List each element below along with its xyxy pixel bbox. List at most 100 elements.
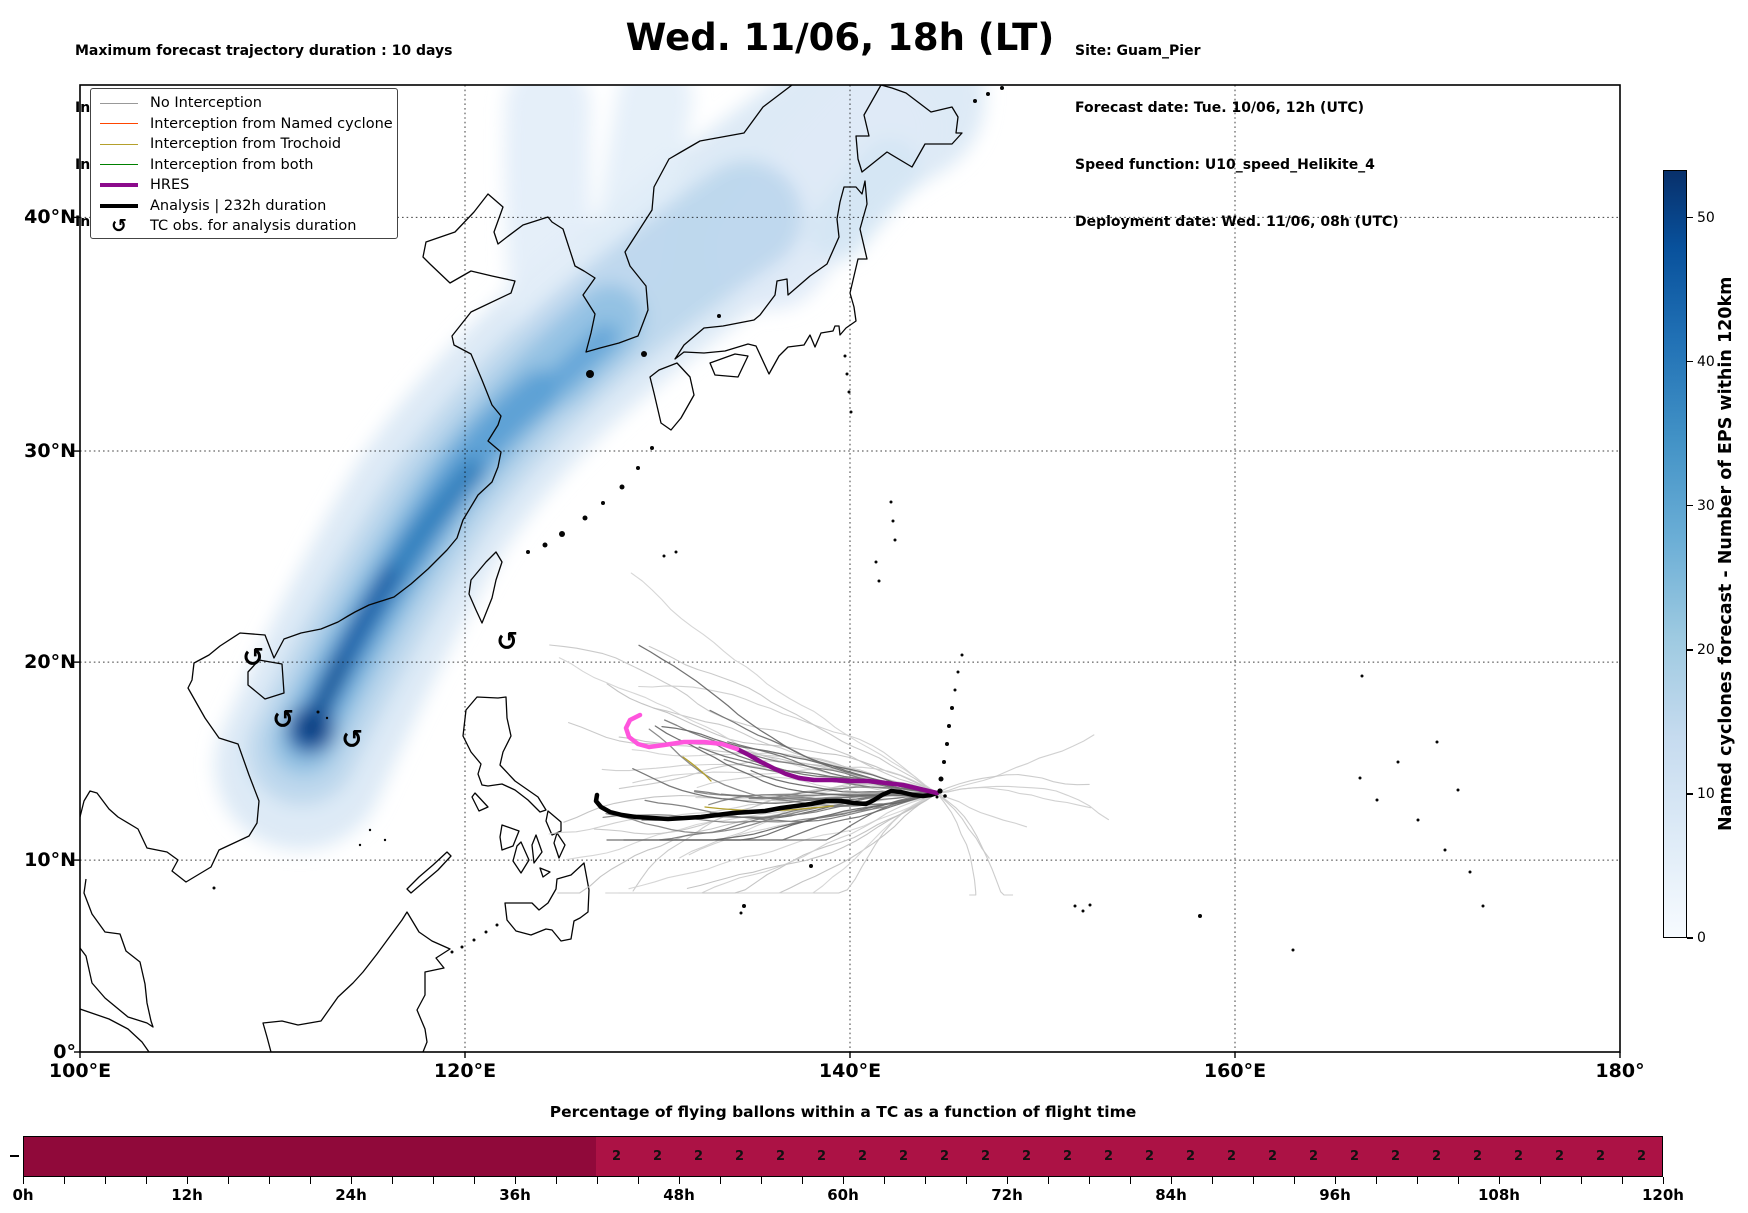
ensemble-trajectory: [936, 792, 1014, 896]
timeline-tick: [269, 1177, 270, 1184]
trajectories: [548, 572, 1110, 896]
timeline-cell-value: 2: [1390, 1149, 1401, 1164]
colorbar-tick-label: 10: [1697, 785, 1715, 802]
island-dot: [460, 945, 464, 949]
coastline: [512, 841, 530, 874]
island-dot: [1073, 904, 1077, 908]
ensemble-trajectory: [659, 792, 938, 841]
island-dot: [717, 314, 721, 318]
coastline: [545, 810, 562, 836]
timeline-cell-value: 2: [1267, 1149, 1278, 1164]
timeline-tick: [1130, 1177, 1131, 1184]
coastline: [674, 180, 868, 375]
timeline-tick-label: 24h: [335, 1186, 367, 1204]
timeline-tick-label: 0h: [12, 1186, 34, 1204]
coastline: [462, 696, 547, 813]
timeline-tick: [1089, 1177, 1090, 1184]
timeline-tick: [146, 1177, 147, 1184]
header-right-line-3: Speed function: U10_speed_Helikite_4: [1075, 157, 1375, 173]
coastline: [553, 832, 566, 859]
legend-line-swatch: [100, 164, 138, 166]
island-dot: [1291, 948, 1295, 952]
ensemble-trajectory: [549, 644, 938, 794]
ensemble-trajectory: [936, 734, 1095, 794]
hres-track-early: [623, 712, 740, 752]
coastline: [80, 1008, 150, 1052]
timeline-tick-label: 48h: [663, 1186, 695, 1204]
kde-blob: [504, 85, 595, 343]
coastline: [80, 85, 793, 883]
timeline-tick: [310, 1177, 311, 1184]
timeline-tick: [925, 1177, 926, 1184]
island-dot: [891, 519, 895, 523]
timeline-tick: [1376, 1177, 1377, 1184]
timeline-tick: [1212, 1177, 1213, 1184]
timeline-cell-value: 2: [1308, 1149, 1319, 1164]
island-dot: [942, 760, 946, 764]
colorbar-tick-label: 20: [1697, 641, 1715, 658]
cyclone-obs-icon: ↺: [242, 643, 264, 673]
island-dot: [1456, 788, 1460, 792]
timeline-cell-value: 2: [939, 1149, 950, 1164]
legend-item: No Interception: [91, 93, 397, 114]
header-right-line-4: Deployment date: Wed. 11/06, 08h (UTC): [1075, 214, 1399, 230]
island-dot: [472, 938, 476, 942]
ensemble-trajectory: [936, 792, 1028, 828]
island-dot: [893, 538, 897, 542]
island-dot: [973, 99, 977, 103]
coastline: [504, 862, 590, 942]
cyclone-obs-icon: ↺: [496, 627, 518, 657]
timeline-tick: [433, 1177, 434, 1184]
timeline-tick: [228, 1177, 229, 1184]
hres-track-late: [734, 746, 940, 796]
timeline-cell-value: 2: [1349, 1149, 1360, 1164]
timeline-tick: [1417, 1177, 1418, 1184]
legend-item: Interception from Named cyclone: [91, 114, 397, 135]
timeline-cell-value: 2: [1103, 1149, 1114, 1164]
timeline-tick: [556, 1177, 557, 1184]
colorbar-tick: [1687, 649, 1693, 651]
ensemble-trajectory: [936, 792, 977, 896]
timeline-tick: [638, 1177, 639, 1184]
island-dot: [809, 864, 813, 868]
timeline-tick-label: 96h: [1319, 1186, 1351, 1204]
island-dot: [960, 653, 964, 657]
island-dot: [1481, 904, 1485, 908]
cyclone-obs-icon: ↺: [341, 725, 363, 755]
timeline-saturated-segment: [24, 1137, 596, 1176]
legend-item-label: Interception from both: [150, 156, 314, 173]
island-dot: [889, 500, 893, 504]
timeline-tick: [884, 1177, 885, 1184]
x-tick-label: 120°E: [433, 1060, 497, 1082]
ensemble-trajectory: [936, 786, 1092, 809]
island-dot: [938, 776, 944, 782]
legend-item: HRES: [91, 175, 397, 196]
timeline-tick: [1048, 1177, 1049, 1184]
timeline-tick-label: 36h: [499, 1186, 531, 1204]
timeline-cell-value: 2: [898, 1149, 909, 1164]
timeline-tick: [392, 1177, 393, 1184]
island-dot: [1375, 798, 1379, 802]
island-dot: [674, 550, 678, 554]
timeline-cell-value: 2: [1226, 1149, 1237, 1164]
island-dot: [947, 724, 951, 728]
timeline-bar: 2 2 2 2 2 2 2 2 2 2 2 2 2 2 2 2 2 2 2 2 2 2 2 2 2 2: [23, 1136, 1663, 1177]
colorbar-gradient: [1663, 170, 1687, 938]
timeline-tick: [64, 1177, 65, 1184]
timeline-cell-value: 2: [816, 1149, 827, 1164]
colorbar-tick-label: 50: [1697, 209, 1715, 226]
coastlines: [80, 85, 1485, 1052]
timeline-tick: [720, 1177, 721, 1184]
colorbar-tick: [1687, 360, 1693, 363]
island-dot: [1000, 86, 1004, 90]
coastline: [262, 911, 451, 1052]
timeline-tick: [843, 1177, 844, 1184]
coastline: [649, 362, 695, 431]
timeline-tick: [105, 1177, 106, 1184]
island-dot: [950, 706, 954, 710]
timeline-cell-value: 2: [1144, 1149, 1155, 1164]
island-dot: [742, 904, 746, 908]
coastline: [471, 792, 489, 812]
legend-line-swatch: [100, 203, 138, 208]
